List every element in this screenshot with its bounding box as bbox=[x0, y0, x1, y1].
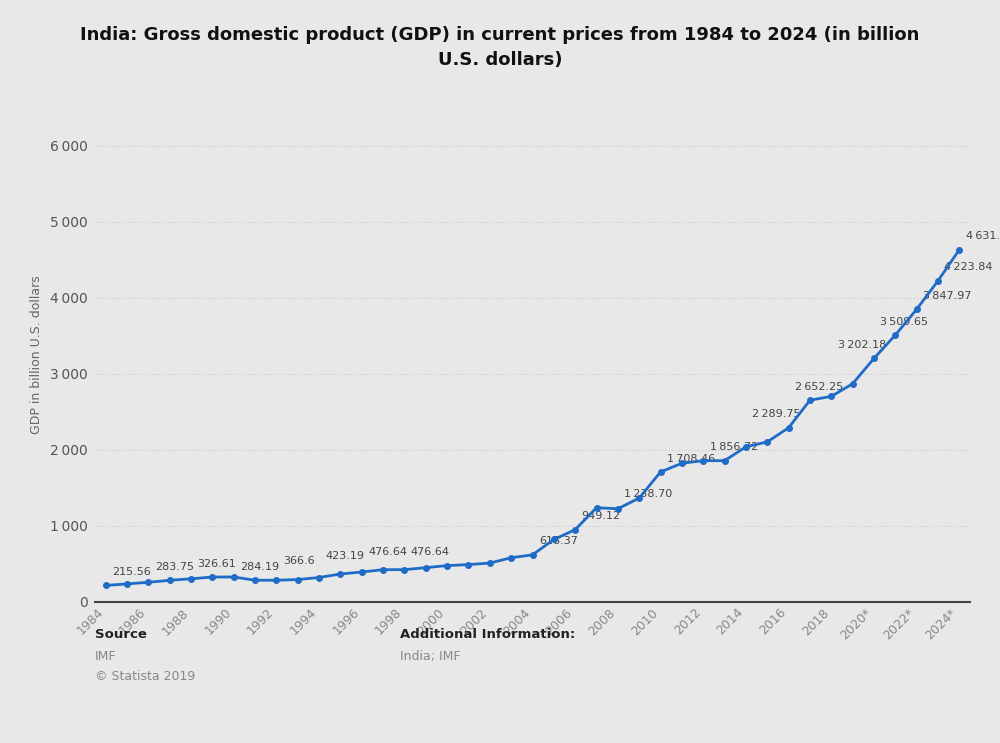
Text: India; IMF: India; IMF bbox=[400, 650, 460, 663]
Text: 949.12: 949.12 bbox=[582, 511, 621, 522]
Text: 284.19: 284.19 bbox=[240, 562, 279, 572]
Text: 366.6: 366.6 bbox=[283, 556, 314, 565]
Text: 2 652.25: 2 652.25 bbox=[795, 382, 843, 392]
Text: 326.61: 326.61 bbox=[197, 559, 236, 568]
Text: 3 847.97: 3 847.97 bbox=[923, 291, 972, 301]
Text: 2 289.75: 2 289.75 bbox=[752, 409, 801, 419]
Text: India: Gross domestic product (GDP) in current prices from 1984 to 2024 (in bill: India: Gross domestic product (GDP) in c… bbox=[80, 26, 920, 69]
Text: 1 708.46: 1 708.46 bbox=[667, 453, 715, 464]
Text: 476.64: 476.64 bbox=[368, 548, 407, 557]
Text: 215.56: 215.56 bbox=[112, 567, 151, 577]
Text: 4 631.76: 4 631.76 bbox=[966, 231, 1000, 241]
Y-axis label: GDP in billion U.S. dollars: GDP in billion U.S. dollars bbox=[30, 276, 43, 434]
Text: 618.37: 618.37 bbox=[539, 536, 578, 546]
Text: 1 238.70: 1 238.70 bbox=[624, 490, 673, 499]
Text: © Statista 2019: © Statista 2019 bbox=[95, 670, 195, 683]
Text: 3 509.65: 3 509.65 bbox=[880, 317, 928, 327]
Text: 476.64: 476.64 bbox=[411, 548, 450, 557]
Text: 1 856.72: 1 856.72 bbox=[710, 442, 758, 452]
Text: 423.19: 423.19 bbox=[325, 551, 364, 561]
Text: Additional Information:: Additional Information: bbox=[400, 628, 575, 640]
Text: 3 202.18: 3 202.18 bbox=[838, 340, 886, 350]
Text: IMF: IMF bbox=[95, 650, 116, 663]
Text: 283.75: 283.75 bbox=[155, 562, 194, 572]
Text: Source: Source bbox=[95, 628, 147, 640]
Text: 4 223.84: 4 223.84 bbox=[944, 262, 993, 273]
